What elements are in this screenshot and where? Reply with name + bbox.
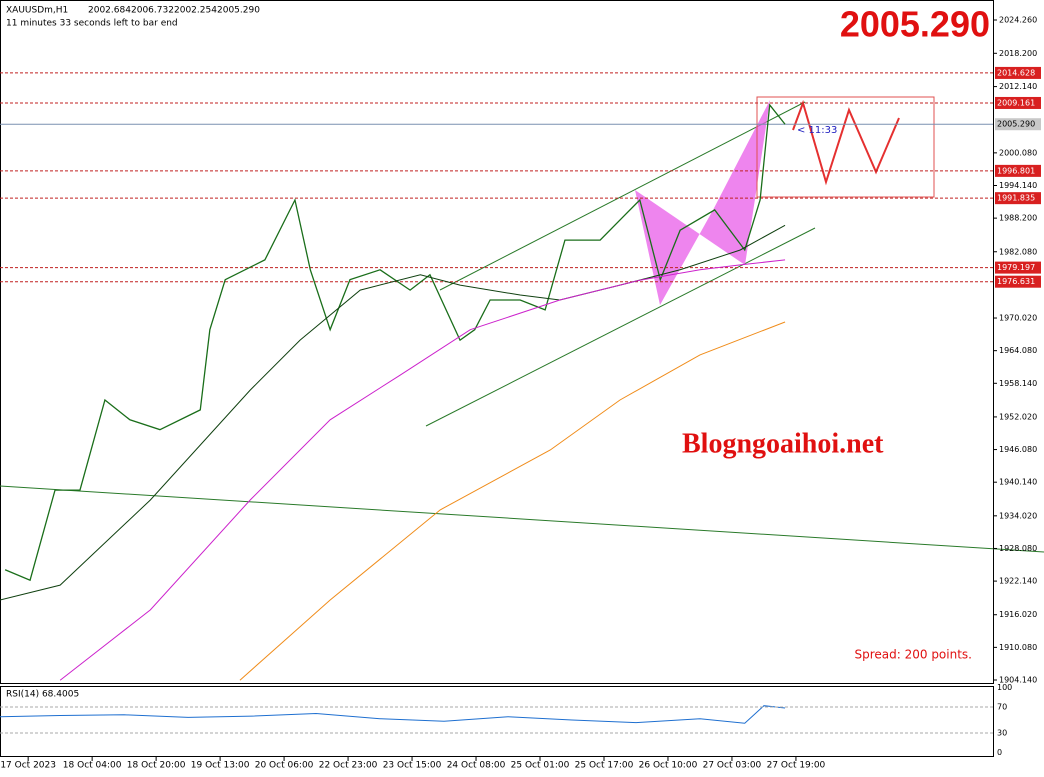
- y-tick-label: 1934.020: [999, 511, 1037, 520]
- y-tick-label: 2018.200: [999, 49, 1037, 58]
- level-tag: [995, 118, 1041, 131]
- x-tick-label: 26 Oct 10:00: [639, 761, 698, 771]
- y-tick-label: 1964.080: [999, 346, 1037, 355]
- rsi-tick-label: 70: [997, 703, 1007, 712]
- x-tick-label: 17 Oct 2023: [0, 761, 56, 771]
- trend-lines: [0, 101, 1044, 553]
- y-tick-label: 1910.080: [999, 643, 1037, 652]
- y-tick-label: 1928.080: [999, 544, 1037, 553]
- ohlc-close: 2005.290: [217, 6, 260, 16]
- symbol: XAUUSDm,H1: [6, 6, 68, 16]
- countdown: < 11:33: [797, 125, 837, 136]
- spread: Spread: 200 points.: [854, 648, 972, 662]
- level-label: 2014.628: [997, 68, 1035, 77]
- y-tick-label: 1922.140: [999, 577, 1037, 586]
- y-tick-label: 1958.140: [999, 379, 1037, 388]
- x-tick-label: 20 Oct 06:00: [255, 761, 314, 771]
- x-tick-label: 25 Oct 17:00: [575, 761, 634, 771]
- y-tick-label: 1952.020: [999, 412, 1037, 421]
- level-tag: [995, 275, 1041, 288]
- target-box: [756, 96, 935, 198]
- channel-low: [425, 227, 816, 427]
- y-tick-label: 1970.020: [999, 314, 1037, 323]
- level-tag: [995, 192, 1041, 205]
- trend-line: [0, 485, 1044, 553]
- y-tick-label: 1940.140: [999, 478, 1037, 487]
- x-tick-label: 27 Oct 19:00: [767, 761, 826, 771]
- rsi-line: [0, 705, 786, 724]
- x-tick-label: 19 Oct 13:00: [191, 761, 250, 771]
- ohlc-low: 2002.254: [174, 6, 217, 16]
- y-tick-label: 1946.080: [999, 445, 1037, 454]
- level-label: 1996.801: [997, 166, 1035, 175]
- y-tick-label: 2024.260: [999, 16, 1037, 25]
- plot: [0, 72, 993, 724]
- level-label: 2009.161: [997, 98, 1035, 107]
- y-tick-label: 1904.140: [999, 676, 1037, 685]
- level-tag: [995, 261, 1041, 274]
- x-tick-label: 25 Oct 01:00: [511, 761, 570, 771]
- y-tick-label: 1994.140: [999, 181, 1037, 190]
- moving-average: [59, 259, 786, 681]
- level-label: 1976.631: [997, 277, 1035, 286]
- ohlc-open: 2002.684: [88, 6, 131, 16]
- rsi-tick-label: 30: [997, 729, 1007, 738]
- y-tick-label: 2000.080: [999, 148, 1037, 157]
- ohlc-high: 2006.732: [131, 6, 174, 16]
- level-tag: [995, 66, 1041, 79]
- plot-frame: [0, 0, 994, 684]
- harmonic-pattern: [635, 100, 770, 305]
- x-tick-label: 27 Oct 03:00: [703, 761, 762, 771]
- x-tick-label: 22 Oct 23:00: [319, 761, 378, 771]
- forecast-arrows: [792, 99, 900, 186]
- level-tag: [995, 164, 1041, 177]
- rsi-tick-label: 100: [997, 683, 1012, 692]
- level-label: 1991.835: [997, 194, 1035, 203]
- rsi-tick-label: 0: [997, 748, 1002, 757]
- channel-high: [439, 101, 806, 291]
- x-tick-label: 23 Oct 15:00: [383, 761, 442, 771]
- level-label: 1979.197: [997, 263, 1035, 272]
- moving-average: [0, 224, 786, 601]
- y-tick-label: 2012.140: [999, 82, 1037, 91]
- moving-average: [239, 321, 786, 681]
- y-tick-label: 1916.020: [999, 610, 1037, 619]
- rsi-title: RSI(14) 68.4005: [6, 690, 79, 700]
- level-label: 2005.290: [997, 120, 1035, 129]
- watermark: Blogngoaihoi.net: [682, 428, 884, 459]
- bar-timer: 11 minutes 33 seconds left to bar end: [6, 19, 178, 29]
- x-tick-label: 18 Oct 04:00: [63, 761, 122, 771]
- x-tick-label: 18 Oct 20:00: [127, 761, 186, 771]
- level-tag: [995, 96, 1041, 109]
- price-display: 2005.290: [840, 4, 990, 45]
- rsi-frame: [0, 686, 994, 757]
- price-line: [4, 103, 786, 582]
- x-tick-label: 24 Oct 08:00: [447, 761, 506, 771]
- y-tick-label: 1988.200: [999, 214, 1037, 223]
- y-tick-label: 1982.080: [999, 247, 1037, 256]
